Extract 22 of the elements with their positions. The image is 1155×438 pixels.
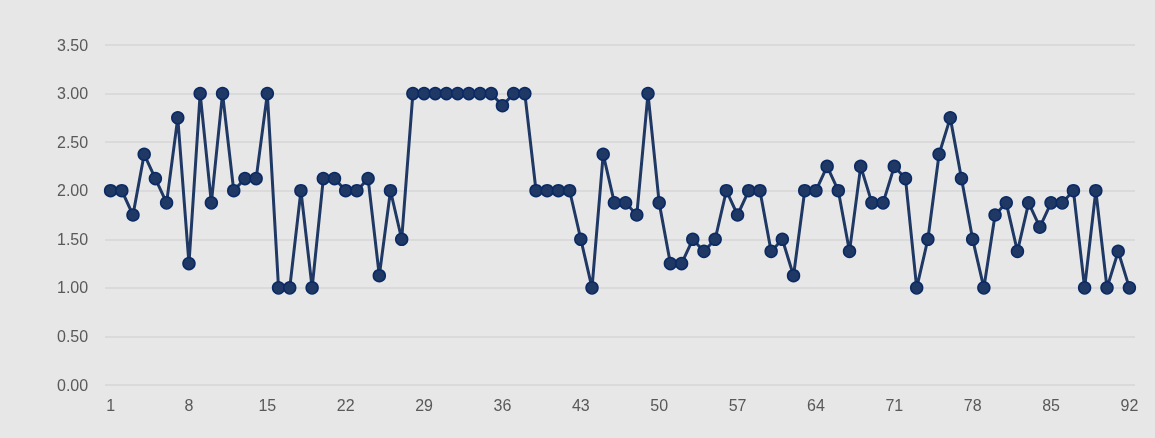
x-tick-label: 92 [1120, 396, 1139, 414]
y-tick-label: 2.00 [57, 182, 89, 200]
y-tick-label: 3.50 [57, 36, 89, 54]
y-tick-label: 3.00 [57, 85, 89, 103]
x-tick-label: 15 [258, 396, 277, 414]
y-tick-label: 2.50 [57, 133, 89, 151]
y-tick-label: 1.00 [57, 279, 89, 297]
x-tick-label: 85 [1042, 396, 1061, 414]
x-tick-label: 36 [493, 396, 512, 414]
y-tick-label: 0.00 [57, 376, 89, 394]
x-tick-label: 43 [571, 396, 590, 414]
x-tick-label: 64 [807, 396, 825, 414]
x-tick-label: 50 [650, 396, 669, 414]
x-tick-label: 78 [963, 396, 982, 414]
x-tick-label: 29 [415, 396, 434, 414]
y-tick-label: 1.50 [57, 230, 89, 248]
x-tick-label: 57 [728, 396, 747, 414]
x-tick-label: 1 [106, 396, 116, 414]
x-tick-label: 8 [184, 396, 194, 414]
x-tick-label: 22 [336, 396, 355, 414]
x-tick-label: 71 [885, 396, 904, 414]
y-tick-label: 0.50 [57, 327, 89, 345]
